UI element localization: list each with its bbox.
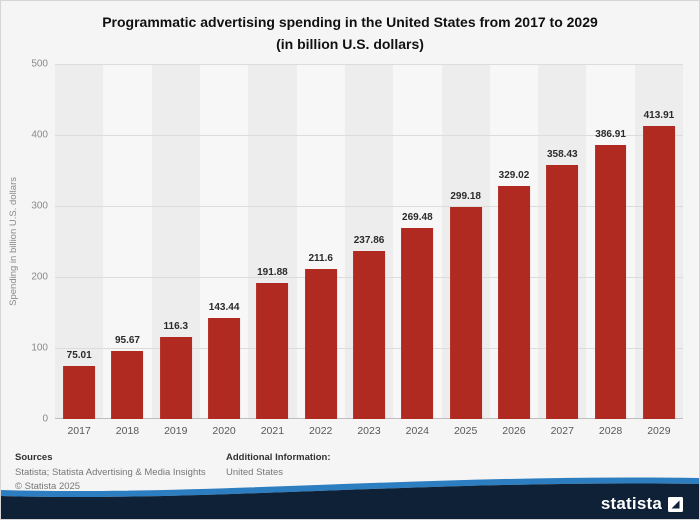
x-tick-label-2019: 2019: [164, 425, 188, 438]
bar-2027[interactable]: [546, 164, 579, 420]
sources-block: Sources Statista; Statista Advertising &…: [15, 452, 226, 494]
y-tick-label-200: 200: [31, 271, 48, 283]
x-tick-label-2024: 2024: [405, 425, 430, 438]
value-label-2029: 413.91: [643, 109, 675, 121]
x-tick-label-2023: 2023: [357, 425, 381, 438]
bar-column-2026: 329.02: [490, 64, 538, 420]
bar-2026[interactable]: [498, 185, 530, 420]
value-label-2018: 95.67: [114, 335, 140, 347]
value-label-2022: 211.6: [308, 253, 333, 265]
bar-2022[interactable]: [304, 269, 337, 420]
statista-logo-text: statista: [600, 494, 662, 513]
bar-column-2024: 269.48: [393, 64, 441, 420]
gridline-400: [55, 135, 683, 137]
bar-column-2020: 143.44: [200, 64, 248, 420]
statista-logo[interactable]: statista: [601, 494, 683, 514]
x-tick-label-2022: 2022: [309, 425, 333, 438]
value-label-2021: 191.88: [257, 267, 288, 279]
bar-column-2019: 116.3: [152, 64, 200, 420]
y-axis-ticks: 0 100 200 300 400 500: [25, 59, 55, 425]
bar-column-2027: 358.43: [538, 64, 586, 420]
value-label-2023: 237.86: [353, 234, 385, 246]
sources-text: Statista; Statista Advertising & Media I…: [15, 467, 206, 479]
x-tick-label-2029: 2029: [647, 425, 671, 438]
bar-2021[interactable]: [256, 283, 289, 420]
value-label-2025: 299.18: [450, 190, 481, 202]
value-label-2019: 116.3: [163, 320, 189, 332]
x-tick-label-2021: 2021: [260, 425, 285, 438]
bar-column-2023: 237.86: [345, 64, 393, 420]
category-band-2017: [55, 64, 104, 420]
plot-column: 75.01 95.67 116.3 143.44 191.88 211.6 237.86 26…: [55, 64, 684, 437]
y-axis-label: Spending in billion U.S. dollars: [7, 177, 19, 307]
copyright-text: © Statista 2025: [15, 481, 81, 493]
bar-column-2018: 95.67: [103, 64, 151, 420]
y-tick-label-300: 300: [31, 200, 48, 212]
bar-2019[interactable]: [159, 336, 192, 420]
bar-2017[interactable]: [63, 366, 96, 420]
additional-info-text: United States: [226, 467, 284, 479]
bar-column-2028: 386.91: [586, 64, 634, 420]
bar-column-2022: 211.6: [297, 64, 345, 420]
x-tick-label-2028: 2028: [598, 425, 623, 438]
value-label-2020: 143.44: [208, 301, 240, 313]
additional-info-block: Additional Information: United States: [226, 452, 331, 494]
value-label-2017: 75.01: [66, 350, 92, 362]
bar-column-2025: 299.18: [442, 64, 490, 420]
x-tick-label-2025: 2025: [453, 425, 478, 438]
bar-2018[interactable]: [111, 351, 144, 420]
y-tick-label-400: 400: [31, 129, 48, 141]
y-tick-label-0: 0: [42, 413, 48, 425]
y-tick-label-500: 500: [31, 58, 48, 70]
x-axis-ticks: 2017 2018 2019 2020 2021 2022 2023 2024 2025 2026…: [55, 425, 683, 437]
x-tick-label-2018: 2018: [115, 425, 140, 438]
value-label-2028: 386.91: [595, 128, 626, 140]
additional-info-heading: Additional Information:: [226, 452, 331, 464]
x-tick-label-2017: 2017: [67, 425, 91, 438]
bar-column-2017: 75.01: [55, 64, 103, 420]
chart-title-line1: Programmatic advertising spending in the…: [102, 14, 598, 30]
bar-column-2021: 191.88: [248, 64, 296, 420]
x-tick-label-2027: 2027: [550, 425, 574, 438]
y-tick-label-100: 100: [31, 342, 48, 354]
y-axis-label-column: Spending in billion U.S. dollars: [1, 64, 25, 419]
value-label-2027: 358.43: [546, 148, 578, 160]
sources-heading: Sources: [15, 452, 53, 464]
chart-area: Spending in billion U.S. dollars 0 100 200…: [1, 59, 699, 437]
value-label-2024: 269.48: [402, 212, 433, 224]
bar-2025[interactable]: [449, 206, 482, 420]
bar-2028[interactable]: [594, 144, 627, 420]
x-tick-label-2020: 2020: [212, 425, 236, 438]
bar-series: 75.01 95.67 116.3 143.44 191.88 211.6 237.86 26…: [55, 64, 683, 420]
bar-2024[interactable]: [401, 228, 434, 420]
chart-title: Programmatic advertising spending in the…: [1, 1, 699, 55]
footer-info: Sources Statista; Statista Advertising &…: [15, 452, 699, 494]
plot-area: 75.01 95.67 116.3 143.44 191.88 211.6 237.86 26…: [55, 64, 684, 420]
bar-2029[interactable]: [642, 125, 675, 420]
gridline-300: [55, 206, 683, 208]
bar-column-2029: 413.91: [635, 64, 683, 420]
bar-2023[interactable]: [353, 250, 385, 420]
chart-title-line2: (in billion U.S. dollars): [276, 35, 424, 52]
statista-logo-square-icon: [668, 496, 683, 512]
bar-2020[interactable]: [208, 317, 241, 420]
x-tick-label-2026: 2026: [502, 425, 526, 438]
gridline-500: [55, 64, 683, 66]
value-label-2026: 329.02: [498, 169, 530, 181]
